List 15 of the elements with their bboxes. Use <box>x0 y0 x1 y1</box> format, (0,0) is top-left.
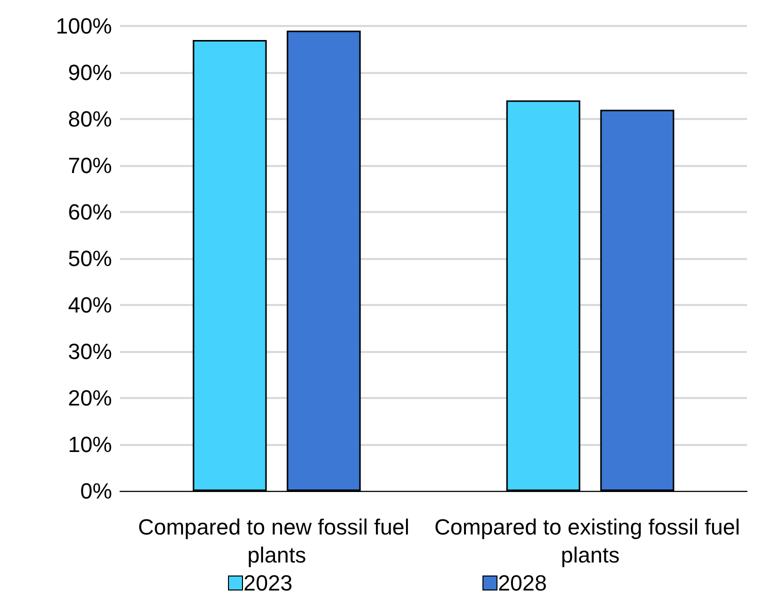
legend-label: 2028 <box>498 570 547 596</box>
y-tick-label: 90% <box>68 60 112 85</box>
y-tick-label: 0% <box>80 478 112 504</box>
legend-label: 2023 <box>244 570 292 596</box>
y-tick-label: 60% <box>68 200 112 224</box>
y-tick-label: 70% <box>68 153 112 178</box>
x-tick-label: Compared to new fossil fuel plants <box>138 514 416 568</box>
y-tick-label: 80% <box>68 106 112 132</box>
x-tick-label: Compared to existing fossil fuel plants <box>434 514 746 568</box>
y-tick-label: 100% <box>56 14 112 38</box>
y-tick-label: 20% <box>68 386 112 410</box>
y-tick-label: 30% <box>68 339 112 364</box>
y-tick-label: 50% <box>68 246 112 271</box>
y-tick-label: 40% <box>68 292 112 318</box>
y-tick-label: 10% <box>68 432 112 457</box>
